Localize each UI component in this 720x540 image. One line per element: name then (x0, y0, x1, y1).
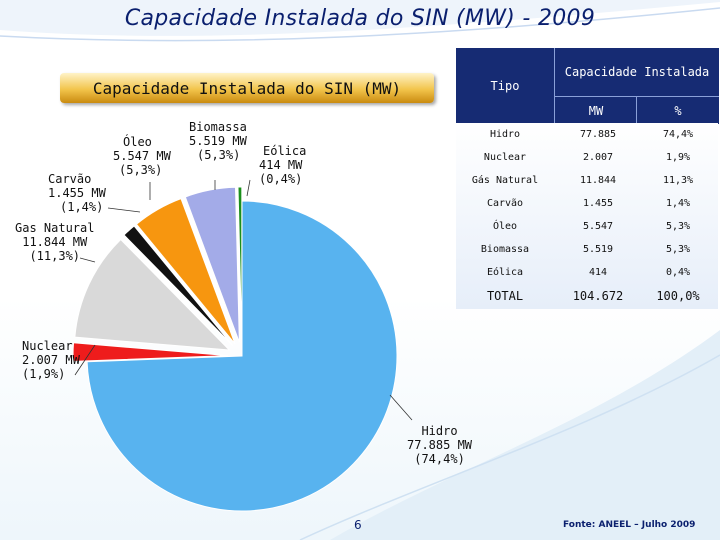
chart-title: Capacidade Instalada do SIN (MW) (60, 73, 434, 103)
label-eolica: Eólica 414 MW (0,4%) (259, 144, 307, 186)
label-oleo: Óleo 5.547 MW (5,3%) (113, 135, 171, 177)
label-carvao: Carvão 1.455 MW (1,4%) (48, 172, 106, 214)
pie-slice-gas-natural (74, 238, 231, 351)
label-biomassa: Biomassa 5.519 MW (5,3%) (189, 120, 247, 162)
pie-slice-hidro (86, 200, 398, 512)
table-row: Óleo 5.547 5,3% (492, 221, 691, 232)
table-row: Hidro 77.885 74,4% (489, 129, 694, 140)
main-title: Capacidade Instalada do SIN (MW) - 2009 (124, 6, 596, 31)
pie-slice-nuclear (72, 342, 229, 362)
leader-line (389, 394, 413, 421)
table-row: Eólica 414 0,4% (486, 267, 691, 278)
table-row: Carvão 1.455 1,4% (486, 198, 691, 209)
table-row-total: TOTAL 104.672 100,0% (486, 288, 700, 303)
label-gas-natural: Gas Natural 11.844 MW (11,3%) (15, 221, 95, 263)
page-number: 6 (354, 518, 362, 532)
pie-slice-biomassa (184, 186, 240, 343)
leader-line (79, 257, 96, 263)
pie-slice-e-lica (237, 186, 243, 343)
pie-slice--leo (135, 197, 236, 345)
table-row: Gás Natural 11.844 11,3% (471, 175, 694, 186)
table-header-tipo: Tipo (456, 48, 554, 123)
table-header-mw: MW (554, 96, 637, 124)
leader-line (74, 344, 96, 376)
table-header-pct: % (636, 96, 719, 124)
table-body: Hidro 77.885 74,4% Nuclear 2.007 1,9% Gá… (456, 123, 718, 309)
leader-line (246, 179, 251, 197)
leader-line (107, 207, 141, 213)
pie-slice-carv-o (123, 225, 234, 346)
table-row: Biomassa 5.519 5,3% (480, 244, 691, 255)
label-hidro: Hidro 77.885 MW (74,4%) (407, 424, 473, 466)
source-note: Fonte: ANEEL – Julho 2009 (563, 520, 696, 530)
table-header-capacidade: Capacidade Instalada (554, 48, 719, 96)
label-nuclear: Nuclear 2.007 MW (1,9%) (22, 339, 80, 381)
table-row: Nuclear 2.007 1,9% (483, 152, 691, 163)
